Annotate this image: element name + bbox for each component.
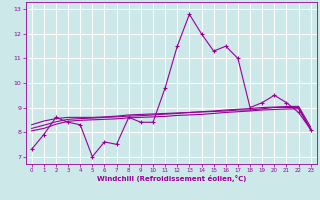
X-axis label: Windchill (Refroidissement éolien,°C): Windchill (Refroidissement éolien,°C) (97, 175, 246, 182)
